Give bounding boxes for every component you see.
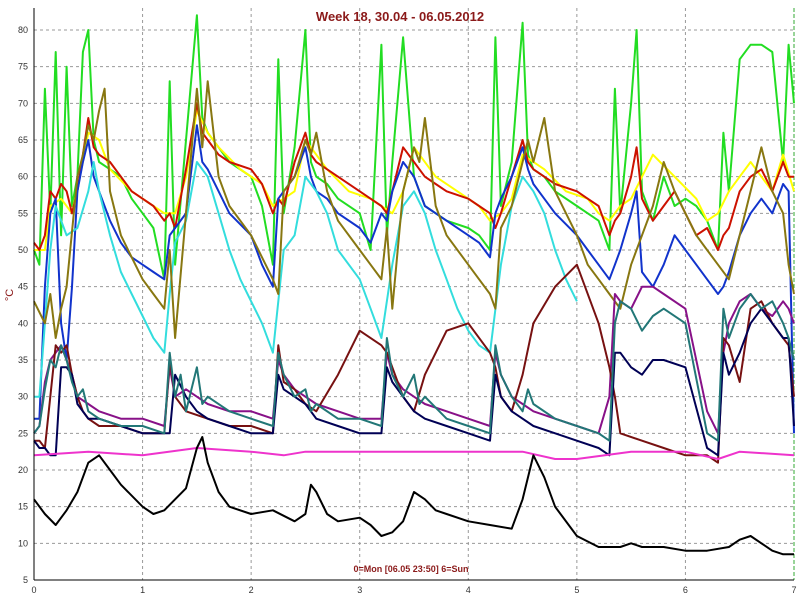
x-axis-label: 0=Mon [06.05 23:50] 6=Sun [353, 564, 468, 574]
y-tick-label-3: 20 [18, 465, 28, 475]
y-tick-label-4: 25 [18, 428, 28, 438]
x-tick-label-4: 4 [466, 585, 471, 595]
y-tick-label-12: 65 [18, 135, 28, 145]
y-tick-label-2: 15 [18, 502, 28, 512]
series-line-6 [33, 80, 795, 339]
series-line-10 [33, 293, 795, 442]
y-tick-label-6: 35 [18, 355, 28, 365]
y-tick-label-0: 5 [23, 575, 28, 585]
x-tick-label-6: 6 [683, 585, 688, 595]
y-tick-label-13: 70 [18, 98, 28, 108]
chart-title: Week 18, 30.04 - 06.05.2012 [316, 9, 484, 24]
x-tick-label-5: 5 [574, 585, 579, 595]
y-axis-label: °C [4, 289, 16, 301]
x-tick-label-2: 2 [249, 585, 254, 595]
series-line-7 [33, 285, 795, 435]
y-tick-label-9: 50 [18, 245, 28, 255]
series-line-12 [33, 436, 794, 556]
y-tick-labels: 5 10 15 20 25 30 35 40 45 50 55 60 65 70 75 80 [18, 25, 28, 585]
y-tick-label-15: 80 [18, 25, 28, 35]
x-tick-label-3: 3 [357, 585, 362, 595]
x-tick-label-1: 1 [140, 585, 145, 595]
x-tick-labels: 0 1 2 3 4 5 6 7 [31, 585, 796, 595]
y-tick-label-8: 45 [18, 282, 28, 292]
y-tick-label-11: 60 [18, 172, 28, 182]
y-tick-label-5: 30 [18, 392, 28, 402]
y-tick-label-7: 40 [18, 318, 28, 328]
series-group [33, 14, 795, 556]
x-tick-label-7: 7 [791, 585, 796, 595]
series-line-4 [34, 124, 795, 434]
y-tick-label-10: 55 [18, 208, 28, 218]
series-line-11 [33, 447, 795, 460]
y-tick-label-14: 75 [18, 62, 28, 72]
x-tick-label-0: 0 [31, 585, 36, 595]
series-line-5 [34, 161, 578, 398]
y-tick-label-1: 10 [18, 538, 28, 548]
